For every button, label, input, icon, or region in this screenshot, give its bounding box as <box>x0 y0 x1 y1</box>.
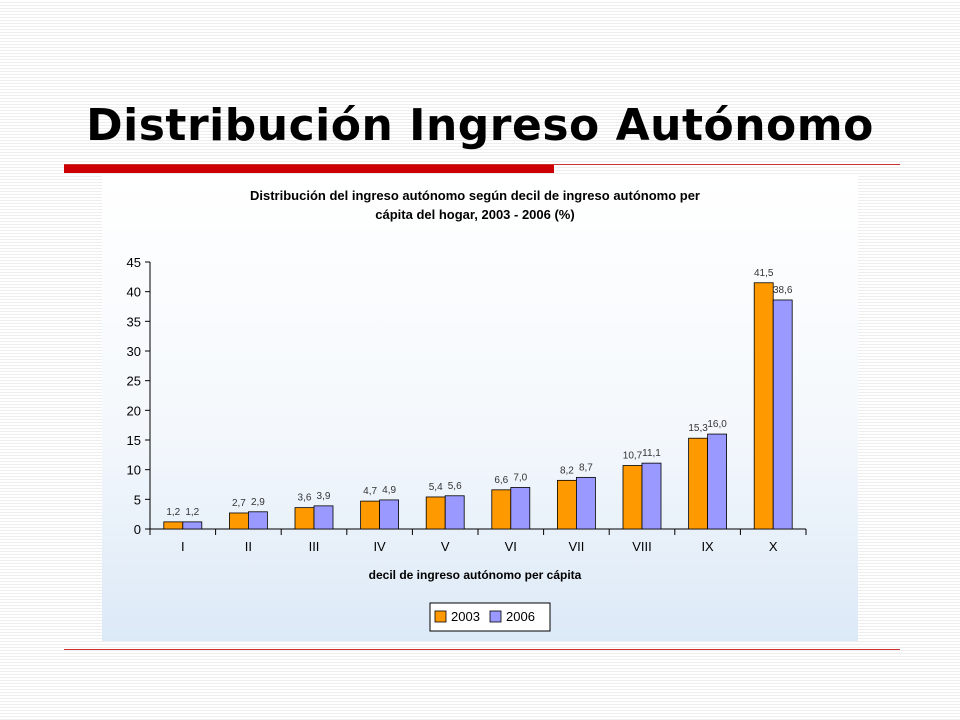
y-tick-label: 30 <box>127 344 141 359</box>
plot-area: 0 5 10 15 20 25 30 35 40 45 1,2 1,2 I 2,7 2,9 II 3,6 3,9 I… <box>127 255 807 554</box>
data-label-2006-VI: 7,0 <box>513 472 527 483</box>
data-label-2006-IX: 16,0 <box>707 419 727 430</box>
bar-2006-II <box>247 511 268 530</box>
y-tick-label: 15 <box>127 433 141 448</box>
slide-title: Distribución Ingreso Autónomo <box>86 100 874 151</box>
data-label-2006-VII: 8,7 <box>579 462 593 473</box>
bar-2003-IX <box>688 437 708 530</box>
chart-panel: Distribución del ingreso autónomo según … <box>102 174 858 641</box>
y-tick-label: 0 <box>134 522 141 537</box>
bar-2006-IX <box>707 433 727 530</box>
legend-label-2006: 2006 <box>506 609 535 624</box>
x-tick-label: IV <box>373 539 386 554</box>
legend-swatch-2003 <box>434 610 447 623</box>
bar-2006-VIII <box>641 462 662 530</box>
bar-2003-VI <box>491 489 512 530</box>
data-label-2006-V: 5,6 <box>448 481 462 492</box>
bottom-rule <box>64 649 900 650</box>
x-axis-title: decil de ingreso autónomo per cápita <box>369 568 582 582</box>
bar-2003-I <box>163 521 184 530</box>
legend-swatch-2006 <box>489 610 502 623</box>
title-rule-thin <box>64 164 900 165</box>
title-rule-red <box>64 165 554 173</box>
data-label-2006-I: 1,2 <box>185 507 199 518</box>
bar-chart: Distribución del ingreso autónomo según … <box>127 188 807 632</box>
data-label-2003-VI: 6,6 <box>494 475 508 486</box>
data-label-2003-I: 1,2 <box>166 507 180 518</box>
bar-2006-IV <box>379 499 400 530</box>
x-tick-label: VI <box>505 539 517 554</box>
x-tick-label: X <box>769 539 778 554</box>
bar-2003-II <box>229 512 249 530</box>
y-tick-label: 10 <box>127 463 141 478</box>
bar-2003-III <box>294 507 315 530</box>
bar-2006-I <box>182 521 203 530</box>
x-tick-label: VII <box>568 539 584 554</box>
data-label-2003-IV: 4,7 <box>363 486 377 497</box>
x-tick-label: VIII <box>632 539 652 554</box>
x-tick-label: II <box>245 539 252 554</box>
data-label-2006-VIII: 11,1 <box>642 448 661 459</box>
data-label-2003-X: 41,5 <box>754 268 774 279</box>
x-tick-label: III <box>309 539 320 554</box>
data-label-2003-II: 2,7 <box>232 498 246 509</box>
data-label-2006-III: 3,9 <box>317 491 331 502</box>
bar-2006-X <box>772 299 793 530</box>
chart-title-line-1: Distribución del ingreso autónomo según … <box>250 188 700 203</box>
data-label-2003-IX: 15,3 <box>688 423 708 434</box>
bar-2003-X <box>753 282 774 530</box>
y-tick-label: 20 <box>127 403 141 418</box>
bar-2003-VII <box>556 479 577 530</box>
bar-2003-VIII <box>622 465 643 530</box>
legend: 2003 2006 <box>429 602 551 632</box>
data-label-2003-III: 3,6 <box>298 493 312 504</box>
chart-title-line-2: cápita del hogar, 2003 - 2006 (%) <box>375 207 574 222</box>
bar-2006-VII <box>575 476 596 530</box>
y-tick-label: 25 <box>127 374 141 389</box>
x-tick-label: IX <box>701 539 714 554</box>
y-tick-label: 5 <box>134 492 141 507</box>
y-tick-label: 45 <box>127 255 141 270</box>
x-tick-label: V <box>441 539 450 554</box>
bar-2003-IV <box>360 500 381 530</box>
data-label-2003-V: 5,4 <box>429 482 443 493</box>
legend-label-2003: 2003 <box>451 609 480 624</box>
y-tick-label: 35 <box>127 314 141 329</box>
data-label-2006-II: 2,9 <box>251 497 265 508</box>
data-label-2006-IV: 4,9 <box>382 485 396 496</box>
bar-2003-V <box>425 496 446 530</box>
data-label-2003-VII: 8,2 <box>560 465 574 476</box>
y-tick-label: 40 <box>127 285 141 300</box>
x-tick-label: I <box>181 539 185 554</box>
data-label-2006-X: 38,6 <box>773 285 793 296</box>
bar-2006-V <box>444 495 465 530</box>
bar-2006-VI <box>510 487 531 530</box>
bar-2006-III <box>313 505 334 530</box>
data-label-2003-VIII: 10,7 <box>623 451 643 462</box>
